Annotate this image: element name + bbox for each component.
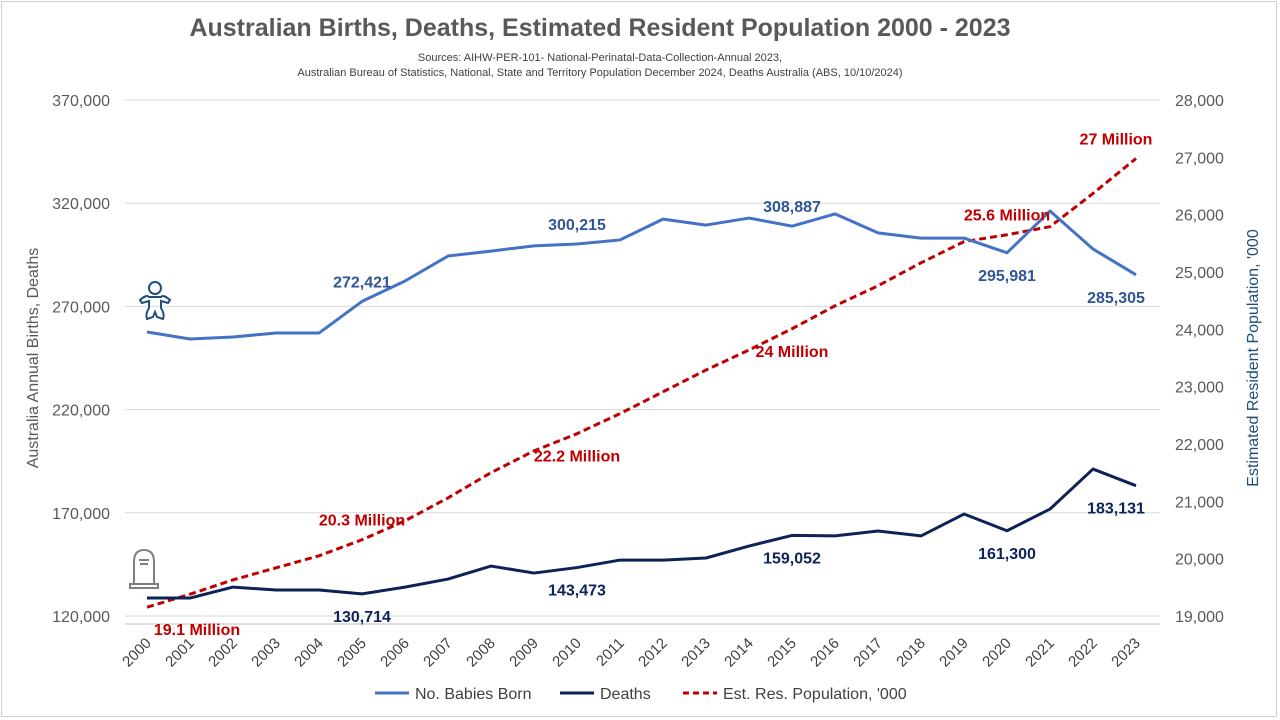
data-label: 159,052 — [763, 550, 821, 567]
x-tick-label: 2015 — [764, 635, 800, 671]
y-axis-title: Australia Annual Births, Deaths — [25, 248, 42, 469]
x-tick-label: 2002 — [205, 635, 241, 671]
chart-subtitle-2: Australian Bureau of Statistics, Nationa… — [297, 67, 903, 79]
data-label: 143,473 — [548, 583, 606, 600]
x-tick-label: 2013 — [678, 635, 714, 671]
x-tick-label: 2017 — [850, 635, 886, 671]
data-label: 130,714 — [333, 609, 391, 626]
legend-label: Deaths — [600, 686, 651, 703]
y2-tick-label: 24,000 — [1175, 322, 1224, 339]
x-tick-label: 2020 — [979, 635, 1015, 671]
data-label: 27 Million — [1080, 131, 1153, 148]
y2-tick-label: 19,000 — [1175, 609, 1224, 626]
y2-tick-label: 27,000 — [1175, 150, 1224, 167]
baby-icon — [138, 281, 172, 321]
data-label: 20.3 Million — [319, 513, 405, 530]
x-tick-label: 2007 — [420, 635, 456, 671]
y-tick-label: 370,000 — [52, 93, 110, 110]
series-line-est-res-population- — [146, 157, 1137, 609]
x-tick-label: 2016 — [807, 635, 843, 671]
x-tick-label: 2006 — [377, 635, 413, 671]
x-tick-label: 2005 — [334, 635, 370, 671]
y2-tick-label: 28,000 — [1175, 93, 1224, 110]
series-line-no-babies-born — [146, 209, 1137, 341]
y2-axis-title: Estimated Resident Population, '000 — [1245, 229, 1262, 487]
y2-tick-label: 20,000 — [1175, 552, 1224, 569]
data-label: 22.2 Million — [534, 449, 620, 466]
data-label: 308,887 — [763, 199, 821, 216]
data-label: 183,131 — [1087, 501, 1145, 518]
legend-label: Est. Res. Population, '000 — [723, 686, 907, 703]
x-tick-label: 2014 — [721, 635, 757, 671]
y2-tick-label: 25,000 — [1175, 265, 1224, 282]
x-tick-label: 2019 — [936, 635, 972, 671]
y2-tick-label: 22,000 — [1175, 437, 1224, 454]
data-label: 295,981 — [978, 268, 1036, 285]
x-tick-label: 2010 — [549, 635, 585, 671]
data-label: 24 Million — [756, 344, 829, 361]
x-tick-label: 2012 — [635, 635, 671, 671]
y2-tick-label: 26,000 — [1175, 208, 1224, 225]
y2-tick-label: 21,000 — [1175, 494, 1224, 511]
x-tick-label: 2000 — [119, 635, 155, 671]
chart-subtitle-1: Sources: AIHW-PER-101- National-Perinata… — [417, 52, 783, 64]
x-tick-label: 2023 — [1108, 635, 1144, 671]
y-tick-label: 120,000 — [52, 609, 110, 626]
data-label: 25.6 Million — [964, 208, 1050, 225]
data-label: 272,421 — [333, 274, 391, 291]
chart-title: Australian Births, Deaths, Estimated Res… — [189, 14, 1011, 42]
y-tick-label: 270,000 — [52, 299, 110, 316]
y-tick-label: 170,000 — [52, 506, 110, 523]
x-tick-label: 2018 — [893, 635, 929, 671]
x-tick-label: 2001 — [162, 635, 198, 671]
x-tick-label: 2003 — [248, 635, 284, 671]
data-label: 300,215 — [548, 217, 606, 234]
y-tick-label: 320,000 — [52, 196, 110, 213]
data-label: 285,305 — [1087, 290, 1145, 307]
legend-label: No. Babies Born — [415, 686, 532, 703]
data-label: 19.1 Million — [154, 622, 240, 639]
x-tick-label: 2011 — [593, 635, 628, 670]
data-label: 161,300 — [978, 546, 1036, 563]
y2-tick-label: 23,000 — [1175, 380, 1224, 397]
x-tick-label: 2004 — [291, 635, 327, 671]
y-tick-label: 220,000 — [52, 403, 110, 420]
gravestone-icon — [129, 548, 159, 589]
series-line-deaths — [147, 467, 1137, 600]
x-tick-label: 2008 — [463, 635, 499, 671]
x-tick-label: 2009 — [506, 635, 542, 671]
x-tick-label: 2021 — [1022, 635, 1058, 671]
x-tick-label: 2022 — [1065, 635, 1101, 671]
